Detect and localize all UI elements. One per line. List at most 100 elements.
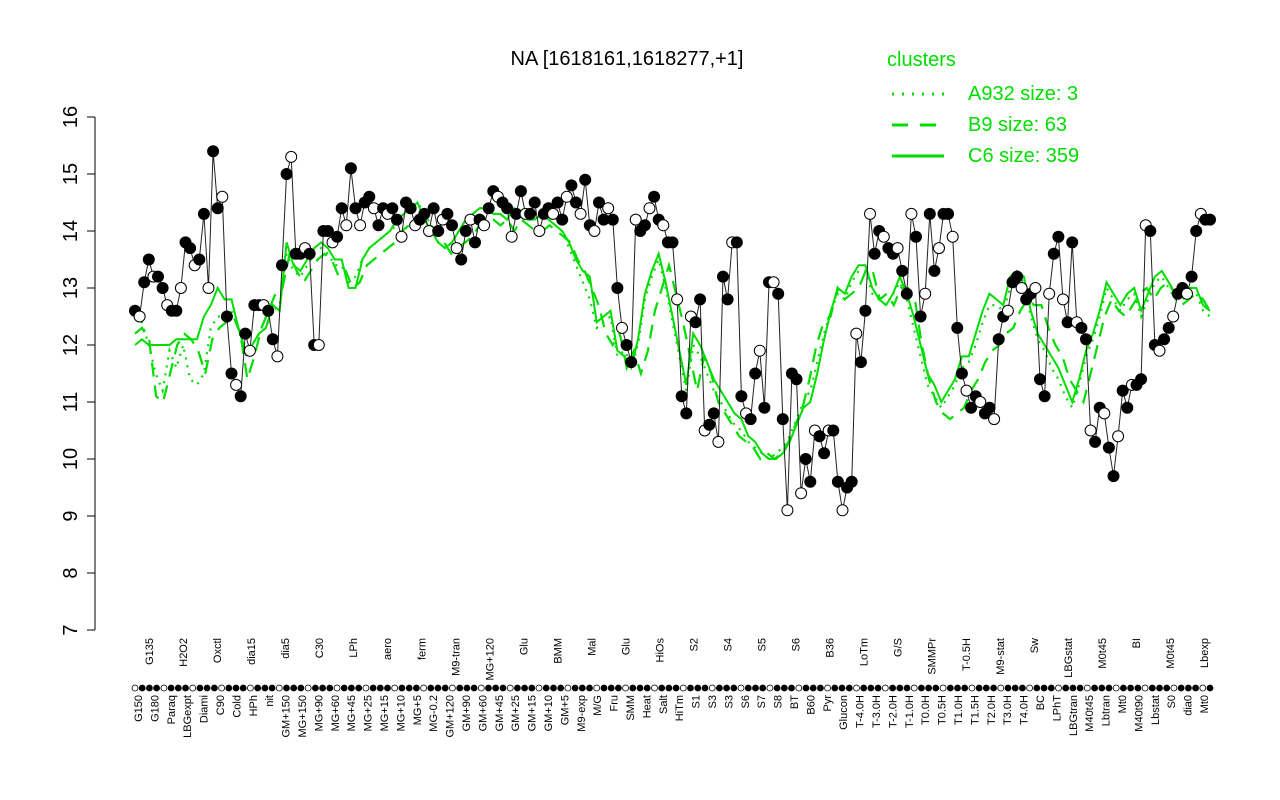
data-point bbox=[1001, 304, 1014, 317]
x-tick-label: S0 bbox=[1166, 695, 1178, 708]
y-tick-label: 12 bbox=[60, 334, 82, 356]
x-tick-marker bbox=[196, 684, 204, 692]
data-point bbox=[1121, 401, 1134, 414]
x-tick-label: GM+10 bbox=[543, 695, 555, 731]
data-point bbox=[593, 196, 605, 209]
data-point bbox=[312, 339, 325, 351]
x-tick-marker bbox=[362, 684, 370, 692]
x-tick-label: LoTm bbox=[859, 638, 871, 666]
x-tick-label: S3 bbox=[707, 695, 719, 708]
x-tick-label: GM+15 bbox=[527, 695, 539, 731]
x-tick-label: HiOs bbox=[654, 638, 666, 663]
x-tick-marker bbox=[1185, 684, 1192, 692]
x-tick-marker bbox=[319, 684, 327, 692]
x-tick-label: GM+120 bbox=[445, 695, 457, 738]
data-point bbox=[285, 150, 298, 163]
data-point bbox=[404, 202, 417, 215]
data-point bbox=[923, 207, 936, 220]
x-tick-marker bbox=[326, 684, 334, 692]
x-tick-label: MG-0.2 bbox=[428, 695, 440, 732]
x-tick-marker bbox=[1004, 684, 1012, 692]
x-tick-label: T0.5H bbox=[937, 695, 949, 725]
x-tick-marker bbox=[990, 684, 997, 692]
x-tick-marker bbox=[304, 684, 312, 692]
x-tick-label: GM+60 bbox=[477, 695, 489, 731]
x-tick-marker bbox=[542, 684, 550, 692]
data-point bbox=[1098, 407, 1111, 420]
x-tick-label: MG+90 bbox=[313, 695, 325, 731]
x-tick-marker bbox=[1055, 684, 1062, 692]
legend-title: clusters bbox=[887, 49, 956, 71]
data-point bbox=[818, 447, 831, 460]
data-point bbox=[1190, 225, 1203, 237]
x-tick-label: aero bbox=[382, 638, 394, 660]
x-tick-marker bbox=[780, 684, 788, 692]
x-tick-marker bbox=[340, 684, 348, 692]
data-point bbox=[675, 390, 688, 403]
data-point bbox=[753, 344, 766, 357]
data-point bbox=[372, 219, 385, 232]
x-tick-marker bbox=[679, 684, 687, 692]
data-point bbox=[193, 253, 206, 266]
data-point bbox=[744, 413, 757, 426]
data-point bbox=[156, 282, 169, 294]
y-tick-label: 8 bbox=[60, 567, 82, 578]
data-point bbox=[579, 173, 592, 186]
data-point bbox=[349, 202, 362, 215]
data-point bbox=[955, 367, 968, 380]
x-tick-label: M40t90 bbox=[1133, 695, 1145, 732]
x-tick-marker bbox=[867, 684, 875, 692]
y-tick-label: 10 bbox=[60, 448, 82, 470]
x-tick-marker bbox=[203, 684, 211, 692]
x-tick-marker bbox=[896, 684, 904, 692]
data-point bbox=[133, 310, 146, 323]
data-point bbox=[795, 487, 808, 500]
x-tick-label: Heat bbox=[641, 695, 653, 718]
x-tick-label: T-0.5H bbox=[961, 638, 973, 671]
x-tick-marker bbox=[694, 684, 702, 692]
data-points bbox=[129, 145, 1216, 517]
x-tick-marker bbox=[578, 684, 586, 692]
data-point bbox=[243, 344, 256, 357]
data-point bbox=[321, 225, 334, 237]
data-point bbox=[611, 282, 624, 294]
data-point bbox=[197, 207, 210, 220]
data-point bbox=[602, 202, 615, 215]
x-tick-label: S4 bbox=[723, 638, 735, 651]
data-point bbox=[703, 418, 716, 431]
data-point bbox=[877, 230, 890, 243]
data-point bbox=[588, 225, 601, 237]
x-tick-marker bbox=[1091, 684, 1098, 692]
x-tick-marker bbox=[376, 684, 384, 692]
x-tick-label: G/S bbox=[893, 638, 905, 657]
x-tick-label: T1.5H bbox=[969, 695, 981, 725]
x-tick-marker bbox=[1019, 684, 1026, 692]
x-tick-label: T4.0H bbox=[1019, 695, 1031, 725]
x-tick-marker bbox=[954, 684, 961, 692]
x-tick-marker bbox=[1206, 684, 1214, 692]
x-tick-label: dia0 bbox=[1183, 695, 1195, 716]
data-point bbox=[988, 413, 1001, 426]
x-tick-marker bbox=[658, 684, 666, 692]
x-tick-label: Lbstat bbox=[1150, 695, 1162, 725]
x-tick-marker bbox=[514, 684, 521, 692]
x-tick-marker bbox=[1062, 684, 1070, 692]
x-tick-label: Glu bbox=[518, 638, 530, 655]
data-point bbox=[528, 196, 541, 209]
x-tick-label: Fru bbox=[609, 695, 621, 712]
x-tick-label: S2 bbox=[689, 638, 701, 651]
x-tick-marker bbox=[773, 684, 781, 692]
data-point bbox=[606, 213, 619, 226]
data-point bbox=[1043, 287, 1056, 300]
x-tick-marker bbox=[283, 684, 290, 692]
x-tick-marker bbox=[225, 684, 233, 692]
x-tick-marker bbox=[600, 684, 608, 692]
x-tick-marker bbox=[968, 684, 976, 692]
data-point bbox=[629, 213, 642, 226]
data-point bbox=[234, 390, 247, 403]
data-point bbox=[946, 230, 959, 243]
data-point bbox=[758, 401, 771, 414]
x-tick-label: Lbexp bbox=[1199, 638, 1211, 668]
x-tick-label: BMM bbox=[552, 638, 564, 664]
